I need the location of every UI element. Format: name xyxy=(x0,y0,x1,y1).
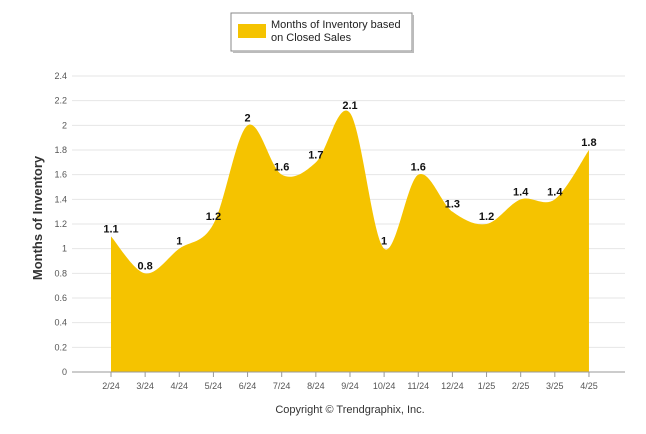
y-tick-label: 2.4 xyxy=(54,71,67,81)
data-label: 1.4 xyxy=(547,186,563,198)
series-area xyxy=(111,110,589,372)
y-tick-label: 0.6 xyxy=(54,293,67,303)
x-axis-ticks: 2/24 3/24 4/24 5/24 6/24 7/24 8/24 9/24 10/24 11/… xyxy=(102,372,598,391)
x-tick-label: 1/25 xyxy=(478,381,496,391)
y-tick-label: 0.2 xyxy=(54,342,67,352)
legend-label-line1: Months of Inventory based xyxy=(271,19,401,31)
x-tick-label: 10/24 xyxy=(373,381,396,391)
data-label: 1.4 xyxy=(513,186,529,198)
data-label: 1.6 xyxy=(411,162,426,174)
data-label: 2 xyxy=(244,112,250,124)
y-tick-label: 2 xyxy=(62,120,67,130)
x-tick-label: 2/25 xyxy=(512,381,530,391)
data-label: 0.8 xyxy=(137,260,152,272)
x-tick-label: 11/24 xyxy=(407,381,429,391)
x-tick-label: 3/25 xyxy=(546,381,564,391)
x-tick-label: 2/24 xyxy=(102,381,120,391)
data-label: 1.7 xyxy=(308,149,323,161)
legend-label-line2: on Closed Sales xyxy=(271,32,352,44)
data-label: 1.3 xyxy=(445,199,460,211)
y-tick-label: 0.8 xyxy=(54,268,67,278)
x-tick-label: 7/24 xyxy=(273,381,291,391)
x-tick-label: 9/24 xyxy=(341,381,359,391)
x-tick-label: 4/24 xyxy=(171,381,189,391)
data-label: 1.2 xyxy=(206,211,221,223)
x-tick-label: 6/24 xyxy=(239,381,257,391)
x-tick-label: 3/24 xyxy=(136,381,154,391)
y-tick-label: 1.4 xyxy=(54,194,67,204)
x-tick-label: 4/25 xyxy=(580,381,598,391)
y-axis-label: Months of Inventory xyxy=(30,155,45,280)
x-tick-label: 5/24 xyxy=(205,381,223,391)
y-axis-ticks: 0 0.2 0.4 0.6 0.8 1 1.2 1.4 1.6 1.8 2 2.2 2.4 xyxy=(54,71,67,377)
legend-shadow-bottom xyxy=(233,51,414,53)
data-label: 1.2 xyxy=(479,211,494,223)
y-tick-label: 0 xyxy=(62,367,67,377)
data-label: 2.1 xyxy=(342,100,357,112)
y-tick-label: 0.4 xyxy=(54,318,67,328)
x-tick-label: 12/24 xyxy=(441,381,464,391)
legend-shadow-right xyxy=(412,15,414,53)
data-label: 1.8 xyxy=(581,137,596,149)
y-tick-label: 1.6 xyxy=(54,170,67,180)
data-labels: 1.1 0.8 1 1.2 2 1.6 1.7 2.1 1 1.6 1.3 1.2 1.4 1.4 1.8 xyxy=(103,100,596,272)
data-label: 1.1 xyxy=(103,223,118,235)
data-label: 1.6 xyxy=(274,162,289,174)
y-tick-label: 2.2 xyxy=(54,96,67,106)
y-tick-label: 1.8 xyxy=(54,145,67,155)
x-tick-label: 8/24 xyxy=(307,381,325,391)
y-tick-label: 1.2 xyxy=(54,219,67,229)
copyright-text: Copyright © Trendgraphix, Inc. xyxy=(275,404,424,416)
data-label: 1 xyxy=(176,236,182,248)
legend-swatch xyxy=(238,24,266,38)
y-tick-label: 1 xyxy=(62,244,67,254)
data-label: 1 xyxy=(381,236,387,248)
legend: Months of Inventory based on Closed Sale… xyxy=(230,12,414,53)
